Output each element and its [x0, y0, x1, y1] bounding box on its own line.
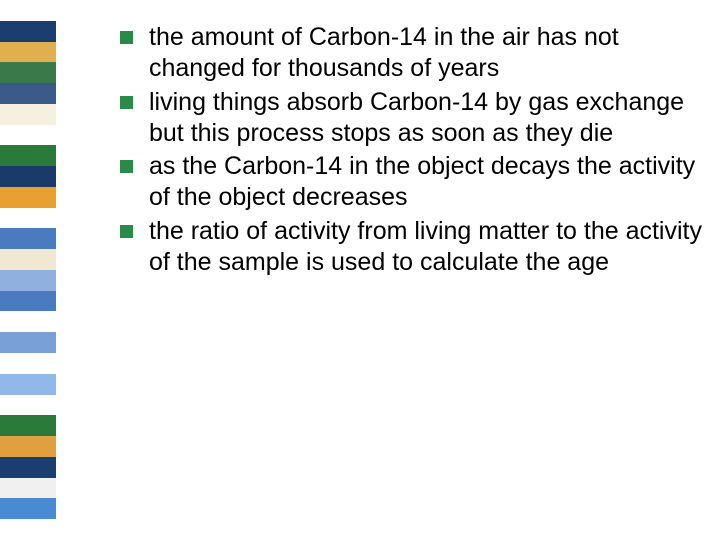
square-bullet-icon — [120, 160, 133, 173]
sidebar-stripe — [0, 498, 56, 519]
sidebar-stripe — [0, 228, 56, 249]
square-bullet-icon — [120, 225, 133, 238]
list-item: living things absorb Carbon-14 by gas ex… — [120, 87, 710, 150]
sidebar-stripe — [0, 519, 56, 540]
sidebar-stripe — [0, 395, 56, 416]
list-item-text: the ratio of activity from living matter… — [149, 216, 710, 279]
sidebar-stripe — [0, 125, 56, 146]
sidebar-stripe — [0, 208, 56, 229]
sidebar-stripe — [0, 291, 56, 312]
sidebar-stripe — [0, 62, 56, 83]
square-bullet-icon — [120, 96, 133, 109]
sidebar-stripe — [0, 270, 56, 291]
sidebar-stripe — [0, 145, 56, 166]
sidebar-stripe — [0, 457, 56, 478]
sidebar-stripe — [0, 166, 56, 187]
sidebar-stripe — [0, 187, 56, 208]
sidebar-stripe — [0, 436, 56, 457]
sidebar-stripe — [0, 478, 56, 499]
sidebar-stripe — [0, 332, 56, 353]
bullet-list: the amount of Carbon-14 in the air has n… — [120, 22, 710, 280]
sidebar-stripe — [0, 249, 56, 270]
list-item: as the Carbon-14 in the object decays th… — [120, 151, 710, 214]
list-item: the amount of Carbon-14 in the air has n… — [120, 22, 710, 85]
decorative-sidebar — [0, 0, 56, 540]
sidebar-stripe — [0, 374, 56, 395]
sidebar-stripe — [0, 104, 56, 125]
sidebar-stripe — [0, 83, 56, 104]
list-item-text: living things absorb Carbon-14 by gas ex… — [149, 87, 710, 150]
list-item: the ratio of activity from living matter… — [120, 216, 710, 279]
list-item-text: as the Carbon-14 in the object decays th… — [149, 151, 710, 214]
list-item-text: the amount of Carbon-14 in the air has n… — [149, 22, 710, 85]
sidebar-stripe — [0, 21, 56, 42]
sidebar-stripe — [0, 0, 56, 21]
sidebar-stripe — [0, 311, 56, 332]
square-bullet-icon — [120, 31, 133, 44]
sidebar-stripe — [0, 42, 56, 63]
sidebar-stripe — [0, 353, 56, 374]
sidebar-stripe — [0, 415, 56, 436]
